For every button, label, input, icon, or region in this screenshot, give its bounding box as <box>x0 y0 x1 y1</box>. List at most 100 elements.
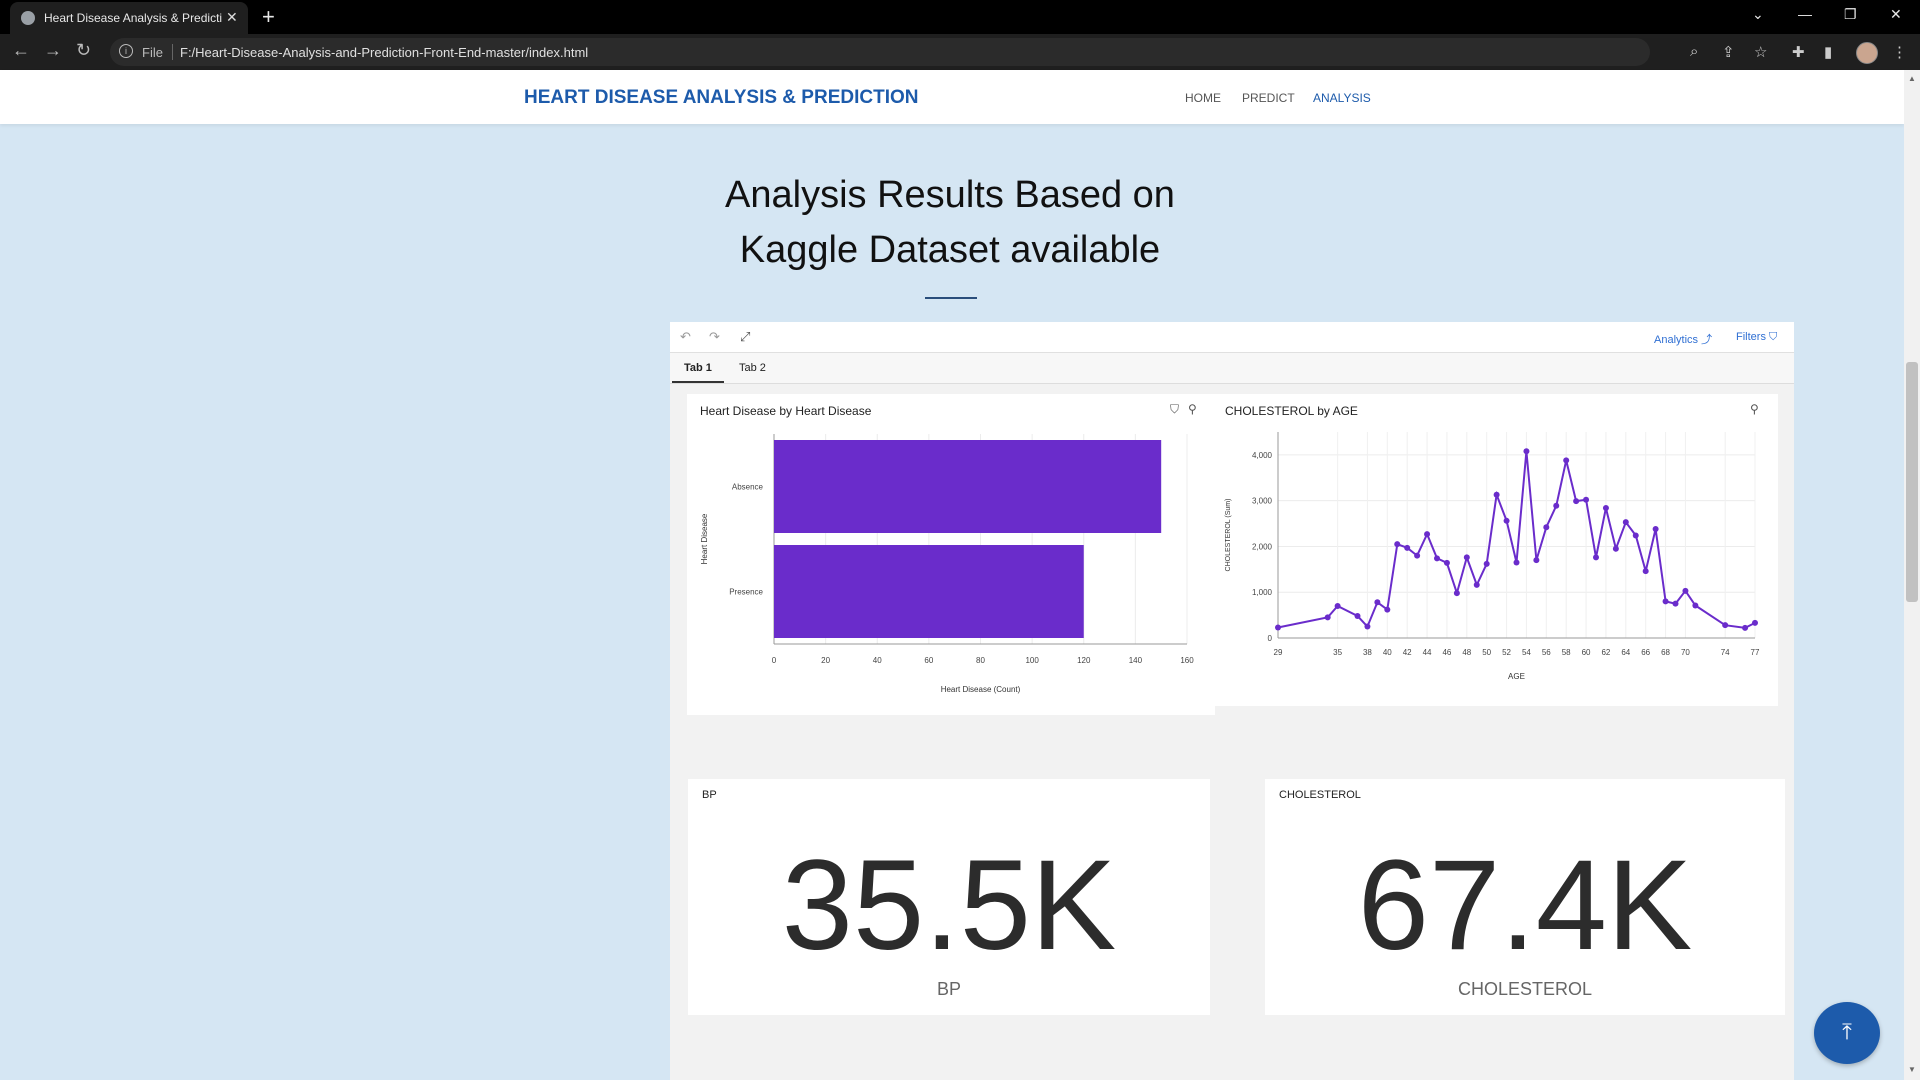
line-point <box>1464 554 1470 560</box>
line-chart-card: CHOLESTEROL by AGE ⚲ 0 1,000 2,000 3,000 4,0… <box>1212 394 1778 706</box>
extensions-puzzle-icon[interactable]: ✚ <box>1792 43 1805 61</box>
line-x-tick-label: 68 <box>1661 648 1670 657</box>
line-point <box>1325 614 1331 620</box>
line-point <box>1454 590 1460 596</box>
line-point <box>1474 582 1480 588</box>
line-point <box>1484 561 1490 567</box>
line-x-tick-label: 40 <box>1383 648 1392 657</box>
back-arrow-icon[interactable]: ← <box>12 40 30 61</box>
info-icon[interactable]: i <box>119 44 133 58</box>
line-y-tick-label: 1,000 <box>1252 588 1273 597</box>
page-title: Analysis Results Based on Kaggle Dataset… <box>680 168 1220 278</box>
line-point <box>1494 492 1500 498</box>
line-point <box>1623 519 1629 525</box>
new-tab-icon[interactable]: + <box>262 4 275 30</box>
trend-chart-icon: ⤴ <box>1701 334 1712 346</box>
line-point <box>1653 526 1659 532</box>
line-x-tick-label: 42 <box>1403 648 1412 657</box>
restore-icon[interactable]: ❐ <box>1844 6 1857 23</box>
line-point <box>1603 505 1609 511</box>
page-scrollbar[interactable]: ▲ ▼ <box>1904 70 1920 1080</box>
kpi-card-cholesterol: CHOLESTEROL 67.4K CHOLESTEROL <box>1265 779 1785 1015</box>
line-x-tick-label: 48 <box>1462 648 1471 657</box>
line-point <box>1514 559 1520 565</box>
back-to-top-button[interactable]: ⤒ <box>1814 1002 1880 1064</box>
line-x-tick-label: 50 <box>1482 648 1491 657</box>
forward-arrow-icon[interactable]: → <box>44 40 62 61</box>
nav-home[interactable]: HOME <box>1185 91 1221 105</box>
tab-2[interactable]: Tab 2 <box>739 362 766 374</box>
scroll-down-icon[interactable]: ▼ <box>1908 1065 1916 1074</box>
scroll-up-icon[interactable]: ▲ <box>1908 74 1916 83</box>
bar-x-tick-label: 20 <box>821 656 830 665</box>
filters-link[interactable]: Filters ⛉ <box>1736 331 1777 344</box>
share-icon[interactable]: ⇪ <box>1722 43 1735 61</box>
address-bar[interactable]: i File F:/Heart-Disease-Analysis-and-Pre… <box>110 38 1650 66</box>
site-header: HEART DISEASE ANALYSIS & PREDICTION HOME… <box>0 70 1904 124</box>
close-tab-icon[interactable]: ✕ <box>226 9 238 26</box>
line-point <box>1613 546 1619 552</box>
line-y-tick-label: 2,000 <box>1252 542 1273 551</box>
nav-analysis[interactable]: ANALYSIS <box>1313 91 1371 105</box>
line-y-axis-label: CHOLESTEROL (Sum) <box>1225 499 1232 572</box>
omnibox-separator <box>172 44 173 60</box>
line-chart-svg: 01,0002,0003,0004,00029 35 38 40 42 44 46 48 50 5… <box>1212 394 1778 706</box>
line-x-tick-label: 29 <box>1274 648 1283 657</box>
line-point <box>1374 599 1380 605</box>
line-x-tick-label: 77 <box>1751 648 1760 657</box>
side-panel-icon[interactable]: ▮ <box>1824 43 1832 61</box>
globe-icon <box>21 11 35 25</box>
line-y-tick-label: 3,000 <box>1252 497 1273 506</box>
browser-tab[interactable]: Heart Disease Analysis & Predicti ✕ <box>10 2 248 34</box>
filters-label: Filters <box>1736 331 1766 343</box>
minimize-icon[interactable]: — <box>1798 6 1812 22</box>
site-brand[interactable]: HEART DISEASE ANALYSIS & PREDICTION <box>524 87 918 109</box>
line-series <box>1278 451 1755 628</box>
more-menu-icon[interactable]: ⋮ <box>1892 43 1907 61</box>
reload-icon[interactable]: ↻ <box>76 40 91 61</box>
tab-1[interactable]: Tab 1 <box>684 362 712 374</box>
browser-tab-title: Heart Disease Analysis & Predicti <box>44 11 224 25</box>
line-point <box>1335 603 1341 609</box>
line-x-tick-label: 62 <box>1601 648 1610 657</box>
close-window-icon[interactable]: ✕ <box>1890 6 1902 23</box>
line-point <box>1444 560 1450 566</box>
bar-x-tick-label: 0 <box>772 656 777 665</box>
url-text[interactable]: F:/Heart-Disease-Analysis-and-Prediction… <box>180 45 588 60</box>
line-x-tick-label: 35 <box>1333 648 1342 657</box>
line-point <box>1722 622 1728 628</box>
line-point <box>1523 448 1529 454</box>
arrow-up-to-line-icon: ⤒ <box>1842 1019 1852 1044</box>
tab-search-chevron-icon[interactable]: ⌄ <box>1752 6 1764 23</box>
expand-icon[interactable]: ⤢ <box>740 329 750 345</box>
line-point <box>1424 531 1430 537</box>
analytics-link[interactable]: Analytics ⤴ <box>1654 331 1712 347</box>
bar-x-tick-label: 160 <box>1180 656 1194 665</box>
profile-avatar[interactable] <box>1856 42 1878 64</box>
line-point <box>1275 624 1281 630</box>
omnibox-file-label: File <box>142 45 163 60</box>
bar-chart-svg: 0 20 40 60 80 100 120 140 160 Absence Presence Hear… <box>687 394 1215 715</box>
bar <box>774 545 1084 638</box>
kpi-card-bp: BP 35.5K BP <box>688 779 1210 1015</box>
line-x-axis-label: AGE <box>1508 672 1525 681</box>
kpi-value: 67.4K <box>1265 841 1785 971</box>
line-point <box>1404 545 1410 551</box>
bar-x-tick-label: 140 <box>1129 656 1143 665</box>
zoom-icon[interactable]: ⌕ <box>1690 43 1698 60</box>
line-point <box>1752 620 1758 626</box>
bar-chart-card: Heart Disease by Heart Disease ⛉ ⚲ 0 20 40… <box>687 394 1215 715</box>
scrollbar-thumb[interactable] <box>1906 362 1918 602</box>
kpi-label: CHOLESTEROL <box>1265 979 1785 1000</box>
line-x-tick-label: 70 <box>1681 648 1690 657</box>
bookmark-star-icon[interactable]: ☆ <box>1754 43 1767 61</box>
line-x-tick-label: 66 <box>1641 648 1650 657</box>
line-point <box>1553 503 1559 509</box>
redo-icon[interactable]: ↷ <box>709 329 720 345</box>
line-y-tick-label: 0 <box>1268 634 1273 643</box>
kpi-title: CHOLESTEROL <box>1279 789 1361 801</box>
nav-predict[interactable]: PREDICT <box>1242 91 1295 105</box>
bar-x-axis-label: Heart Disease (Count) <box>941 685 1021 694</box>
undo-icon[interactable]: ↶ <box>680 329 691 345</box>
page-title-line-2: Kaggle Dataset available <box>680 223 1220 278</box>
